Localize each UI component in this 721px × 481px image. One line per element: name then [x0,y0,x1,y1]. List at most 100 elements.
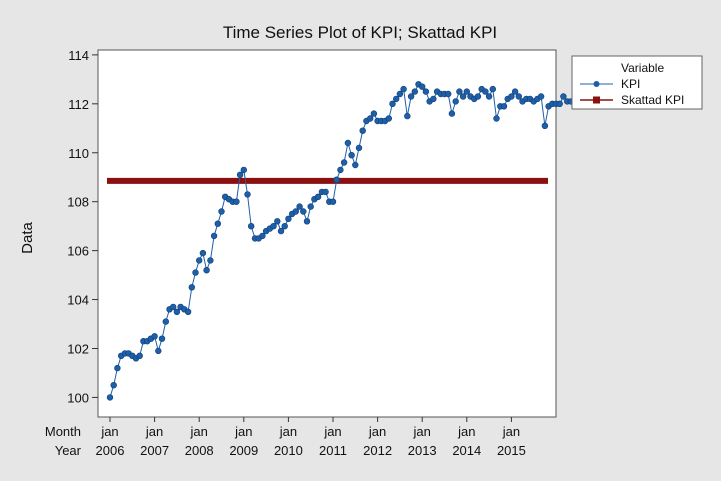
x-tick-year-label: 2008 [185,443,214,458]
kpi-point [292,208,299,215]
y-tick-label: 100 [67,390,89,405]
kpi-point [192,269,199,276]
y-tick-label: 102 [67,341,89,356]
y-tick-label: 110 [68,146,89,161]
kpi-point [537,93,545,100]
kpi-point [196,257,203,264]
kpi-point [560,93,567,100]
legend-skattad-marker [593,96,600,104]
kpi-point [170,303,177,311]
kpi-point [155,347,162,355]
x-tick-year-label: 2013 [408,443,437,458]
legend-kpi-marker [593,81,600,87]
plot-area [97,49,557,418]
kpi-point [259,232,266,240]
kpi-point [430,95,437,103]
x-tick-month-label: jan [413,424,431,439]
kpi-point [407,93,415,100]
x-tick-month-label: jan [234,424,252,439]
kpi-point [240,166,248,174]
x-tick-month-label: jan [323,424,341,439]
kpi-point [314,193,322,201]
kpi-point [270,223,277,230]
kpi-point [419,83,426,90]
kpi-point [136,352,143,359]
kpi-point [411,88,418,95]
x-tick-month-label: jan [190,424,208,439]
kpi-point [173,308,181,315]
kpi-point [337,166,344,174]
kpi-point [307,203,314,210]
x-tick-month-label: jan [279,424,297,439]
kpi-point [158,335,166,342]
kpi-point [248,223,255,230]
kpi-point [162,318,170,325]
kpi-point [508,93,515,100]
x-tick-year-label: 2006 [96,443,125,458]
kpi-point [110,382,117,389]
kpi-point [277,227,285,235]
y-tick-label: 114 [68,48,89,63]
y-tick-label: 108 [67,195,89,210]
kpi-point [151,333,158,340]
x-tick-year-label: 2010 [274,443,303,458]
kpi-point [396,90,404,98]
kpi-point [463,88,470,95]
x-tick-month-label: jan [145,424,163,439]
chart-title: Time Series Plot of KPI; Skattad KPI [223,23,497,42]
kpi-point [445,90,452,98]
kpi-point [203,267,210,274]
kpi-point [333,176,340,183]
kpi-point [355,144,363,152]
kpi-point [285,215,292,223]
kpi-point [300,208,307,215]
kpi-point [199,249,207,257]
kpi-point [348,152,355,159]
x-tick-year-label: 2009 [229,443,258,458]
kpi-point [515,93,522,100]
kpi-point [296,203,303,210]
kpi-point [352,161,359,169]
kpi-point [106,394,114,401]
kpi-point [511,88,519,95]
kpi-point [244,191,251,198]
kpi-point [367,115,374,122]
kpi-point [329,198,337,205]
x-row-label-year: Year [55,443,82,458]
x-tick-year-label: 2011 [319,443,347,458]
kpi-point [500,103,508,110]
legend-skattad-label: Skattad KPI [621,93,684,107]
y-tick-label: 106 [67,244,89,259]
kpi-point [359,127,366,134]
kpi-point [482,88,489,95]
kpi-point [400,85,407,93]
kpi-point [184,308,192,315]
legend-kpi-label: KPI [621,77,640,91]
kpi-point [214,220,222,227]
kpi-point [385,115,392,122]
kpi-point [459,93,467,100]
kpi-point [344,139,352,147]
kpi-point [322,188,329,196]
kpi-point [422,88,430,95]
kpi-point [556,100,563,108]
kpi-point [389,100,396,108]
kpi-point [236,171,244,179]
legend-title: Variable [621,61,664,75]
kpi-point [233,198,240,205]
kpi-point [541,122,549,130]
kpi-point [456,88,463,95]
kpi-point [218,208,225,215]
x-row-label-month: Month [45,424,81,439]
x-tick-year-label: 2012 [363,443,392,458]
kpi-point [207,257,214,264]
kpi-point [493,115,500,122]
x-tick-month-label: jan [368,424,386,439]
kpi-point [303,218,311,225]
y-tick-label: 112 [68,97,89,112]
kpi-point [489,85,496,93]
x-tick-year-label: 2007 [140,443,169,458]
kpi-point [474,93,482,100]
y-axis-label: Data [19,222,36,254]
